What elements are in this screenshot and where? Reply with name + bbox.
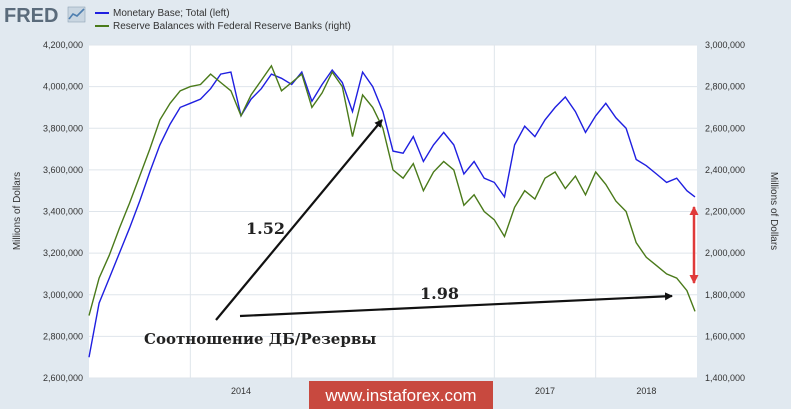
y-axis-left-label: Millions of Dollars xyxy=(12,172,23,250)
watermark-background xyxy=(309,381,493,409)
y-tick-label-right: 1,600,000 xyxy=(705,331,745,341)
fred-logo-text: FRED xyxy=(4,5,58,27)
y-tick-label-right: 2,000,000 xyxy=(705,248,745,258)
y-tick-label-right: 3,000,000 xyxy=(705,40,745,50)
y-tick-label-right: 1,400,000 xyxy=(705,373,745,383)
y-tick-label-right: 1,800,000 xyxy=(705,290,745,300)
y-tick-label-right: 2,400,000 xyxy=(705,165,745,175)
watermark-text: www.instaforex.com xyxy=(324,386,476,405)
series-line-monetary-base xyxy=(88,68,696,358)
x-tick-label: 2017 xyxy=(535,386,555,396)
y-tick-label-left: 3,200,000 xyxy=(43,248,83,258)
legend-label-reserves: Reserve Balances with Federal Reserve Ba… xyxy=(113,21,351,32)
fred-graph-icon xyxy=(67,6,86,23)
legend: Monetary Base; Total (left) Reserve Bala… xyxy=(95,8,351,32)
y-tick-label-right: 2,800,000 xyxy=(705,82,745,92)
y-tick-label-left: 3,600,000 xyxy=(43,165,83,175)
annotation-arrow-diagonal xyxy=(215,119,383,321)
y-tick-label-left: 3,000,000 xyxy=(43,290,83,300)
watermark-banner: www.instaforex.com xyxy=(309,381,493,409)
annotation-caption: Соотношение ДБ/Резервы xyxy=(144,330,376,348)
annotation-ratio-low: 1.98 xyxy=(420,284,459,303)
legend-label-monetary-base: Monetary Base; Total (left) xyxy=(113,8,230,19)
x-tick-label: 2018 xyxy=(636,386,656,396)
y-axis-left-ticks: 2,600,000 2,800,000 3,000,000 3,200,000 3,40… xyxy=(43,40,83,383)
y-tick-label-left: 2,600,000 xyxy=(43,373,83,383)
series-line-reserves xyxy=(88,64,696,316)
annotation-ratio-high: 1.52 xyxy=(246,219,285,238)
y-axis-right-ticks: 1,400,000 1,600,000 1,800,000 2,000,000 2,20… xyxy=(705,40,745,383)
y-tick-label-right: 2,600,000 xyxy=(705,123,745,133)
y-tick-label-left: 3,800,000 xyxy=(43,123,83,133)
y-tick-label-left: 3,400,000 xyxy=(43,207,83,217)
gridlines-vertical xyxy=(189,45,597,378)
y-tick-label-left: 2,800,000 xyxy=(43,331,83,341)
x-tick-label: 2014 xyxy=(231,386,251,396)
annotation-arrow-flat xyxy=(239,292,673,318)
y-tick-label-left: 4,000,000 xyxy=(43,82,83,92)
y-tick-label-right: 2,200,000 xyxy=(705,207,745,217)
y-axis-right-label: Millions of Dollars xyxy=(768,172,779,250)
fred-logo[interactable]: FRED xyxy=(4,5,86,27)
y-tick-label-left: 4,200,000 xyxy=(43,40,83,50)
